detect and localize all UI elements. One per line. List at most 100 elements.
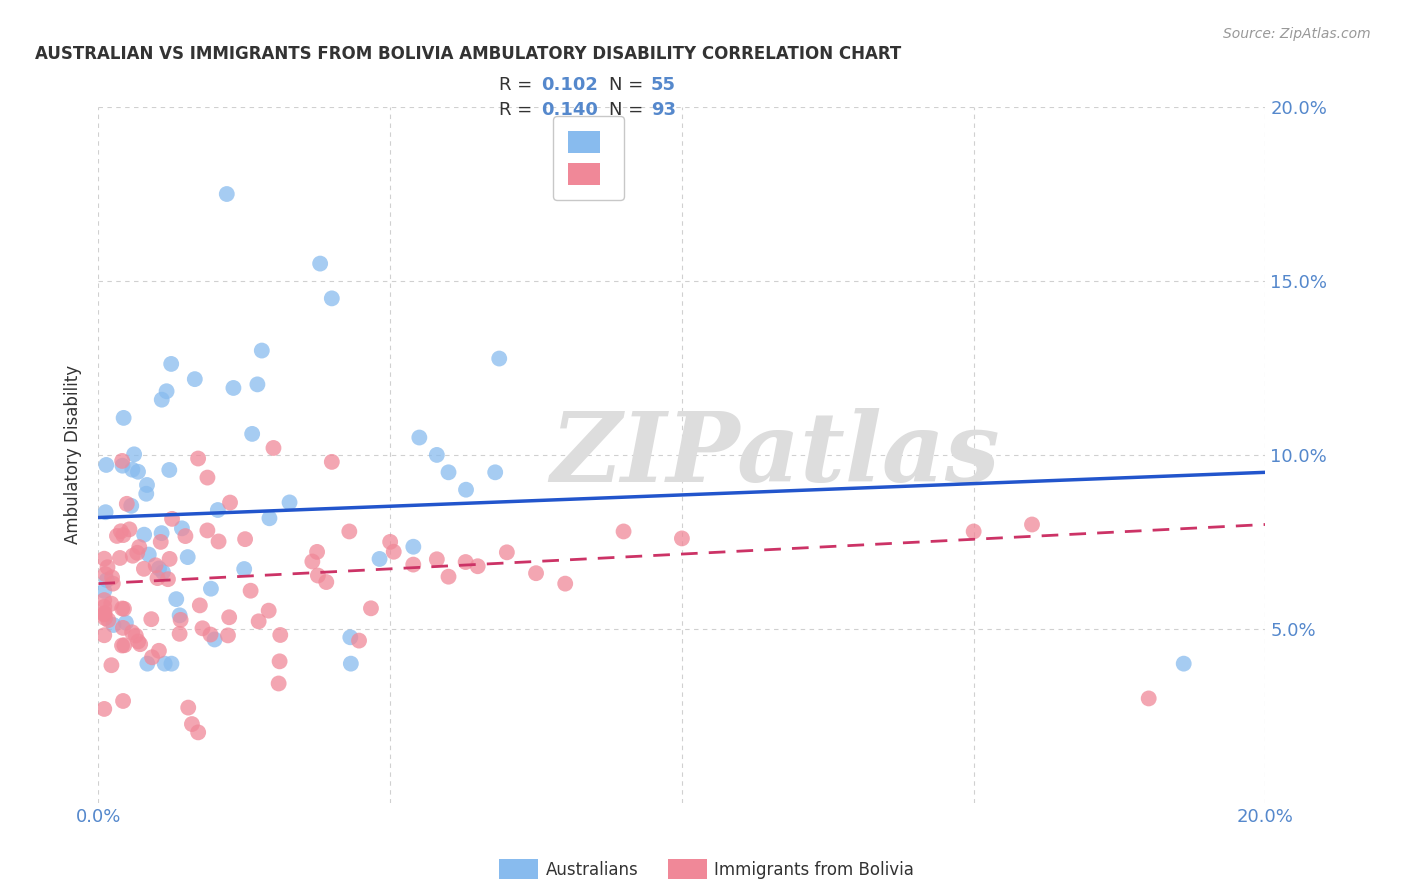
Point xyxy=(111,621,134,635)
Point xyxy=(159,552,181,566)
Point xyxy=(136,478,159,492)
Point xyxy=(121,549,143,563)
Point xyxy=(233,562,256,576)
Point xyxy=(222,381,245,395)
Point xyxy=(307,568,329,582)
Point xyxy=(247,615,270,629)
Point xyxy=(112,638,135,652)
Point xyxy=(215,187,238,202)
Point xyxy=(402,558,425,572)
Y-axis label: Ambulatory Disability: Ambulatory Disability xyxy=(65,366,83,544)
Point xyxy=(454,555,477,569)
Point xyxy=(134,527,156,541)
Text: Source: ZipAtlas.com: Source: ZipAtlas.com xyxy=(1223,27,1371,41)
Point xyxy=(321,455,343,469)
Point xyxy=(301,555,323,569)
Point xyxy=(315,575,337,590)
Point xyxy=(149,535,172,549)
Point xyxy=(195,524,218,538)
Point xyxy=(105,529,128,543)
Point xyxy=(437,466,460,480)
Point xyxy=(1173,657,1195,671)
Point xyxy=(112,694,135,708)
Text: 0.102: 0.102 xyxy=(541,76,598,94)
Point xyxy=(181,717,204,731)
Point xyxy=(426,552,449,566)
Point xyxy=(97,613,120,627)
Text: Australians: Australians xyxy=(546,861,638,879)
Point xyxy=(219,495,242,509)
Point xyxy=(278,495,301,509)
Point xyxy=(340,657,363,671)
Point xyxy=(148,644,170,658)
Point xyxy=(382,545,405,559)
Point xyxy=(321,291,343,305)
Point xyxy=(160,357,183,371)
Text: R =: R = xyxy=(499,101,538,119)
Point xyxy=(93,599,115,614)
Point xyxy=(127,465,149,479)
Point xyxy=(153,657,176,671)
Point xyxy=(150,392,173,407)
Point xyxy=(267,676,290,690)
Point xyxy=(108,551,131,566)
Point xyxy=(671,532,693,546)
Point xyxy=(197,470,219,484)
Point xyxy=(115,497,138,511)
Text: N =: N = xyxy=(609,101,648,119)
Point xyxy=(177,700,200,714)
Point xyxy=(200,627,222,641)
Text: Immigrants from Bolivia: Immigrants from Bolivia xyxy=(714,861,914,879)
Point xyxy=(426,448,449,462)
Point xyxy=(101,570,124,584)
Point xyxy=(93,606,115,620)
Point xyxy=(218,610,240,624)
Point xyxy=(380,534,402,549)
Point xyxy=(111,458,134,473)
Point xyxy=(337,524,360,539)
Point xyxy=(157,463,180,477)
Point xyxy=(1137,691,1160,706)
Point xyxy=(93,607,115,622)
Point xyxy=(454,483,477,497)
Point xyxy=(112,410,135,425)
Point xyxy=(239,583,262,598)
Point xyxy=(246,377,269,392)
Point xyxy=(962,524,984,539)
Text: 93: 93 xyxy=(651,101,676,119)
Text: 55: 55 xyxy=(651,76,676,94)
Point xyxy=(169,627,191,641)
Point xyxy=(200,582,222,596)
Point xyxy=(156,572,179,586)
Point xyxy=(129,637,152,651)
Point xyxy=(169,608,191,623)
Point xyxy=(93,607,115,621)
Point xyxy=(524,566,547,581)
Point xyxy=(94,505,117,519)
Point xyxy=(174,529,197,543)
Point xyxy=(110,524,132,539)
Point xyxy=(360,601,382,615)
Point xyxy=(145,558,167,573)
Point xyxy=(100,658,122,673)
Point xyxy=(269,654,291,668)
Point xyxy=(125,629,148,643)
Point xyxy=(467,559,489,574)
Point xyxy=(496,545,519,559)
Point xyxy=(122,447,145,461)
Point xyxy=(112,528,135,542)
Point xyxy=(259,511,281,525)
Point xyxy=(118,522,141,536)
Point xyxy=(250,343,273,358)
Point xyxy=(184,372,207,386)
Point xyxy=(148,561,170,575)
Point xyxy=(115,615,138,630)
Text: 0.140: 0.140 xyxy=(541,101,598,119)
Point xyxy=(339,630,361,644)
Point xyxy=(165,592,187,607)
Point xyxy=(554,576,576,591)
Point xyxy=(488,351,510,366)
Point xyxy=(121,625,143,640)
Point xyxy=(240,426,263,441)
Point xyxy=(93,702,115,716)
